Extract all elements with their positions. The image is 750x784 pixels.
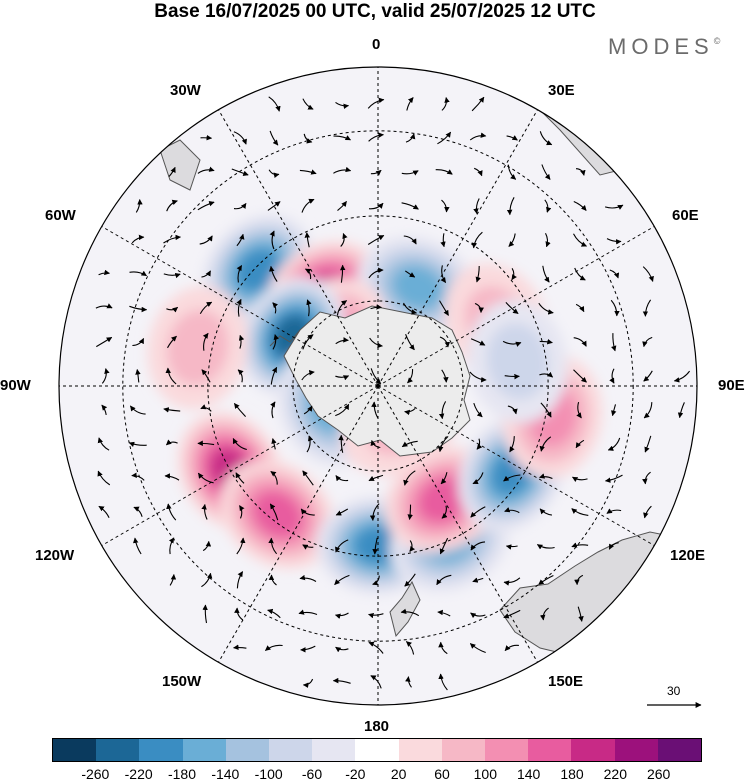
colorbar-tick-label: -220 — [125, 766, 153, 782]
lon-label-150w: 150W — [162, 673, 201, 690]
colorbar-tick-label: -180 — [168, 766, 196, 782]
lon-label-180: 180 — [364, 718, 389, 735]
colorbar-segment — [442, 739, 485, 761]
wind-vector — [506, 546, 517, 547]
lon-label-90e: 90E — [718, 377, 745, 394]
lon-label-120e: 120E — [670, 547, 705, 564]
lon-label-30w: 30W — [170, 82, 201, 99]
colorbar-segment — [183, 739, 226, 761]
colorbar-segment — [269, 739, 312, 761]
lon-label-120w: 120W — [35, 547, 74, 564]
colorbar-segment — [615, 739, 658, 761]
reference-vector-label: 30 — [667, 684, 680, 698]
colorbar-tick-label: -60 — [302, 766, 322, 782]
colorbar-segment — [139, 739, 182, 761]
colorbar-segment — [485, 739, 528, 761]
colorbar-tick-label: 140 — [517, 766, 540, 782]
colorbar-tick-label: -20 — [345, 766, 365, 782]
colorbar-tick-label: 60 — [434, 766, 450, 782]
colorbar-segment — [96, 739, 139, 761]
lon-label-30e: 30E — [548, 82, 575, 99]
wind-vector — [234, 648, 247, 649]
lon-label-0: 0 — [372, 36, 380, 53]
colorbar-tick-label: 260 — [647, 766, 670, 782]
lon-label-150e: 150E — [548, 673, 583, 690]
colorbar — [52, 738, 702, 762]
colorbar-segment — [571, 739, 614, 761]
colorbar-segment — [312, 739, 355, 761]
colorbar-tick-label: 220 — [604, 766, 627, 782]
colorbar-segment — [658, 739, 701, 761]
colorbar-tick-label: -140 — [211, 766, 239, 782]
colorbar-segment — [399, 739, 442, 761]
colorbar-tick-label: -260 — [81, 766, 109, 782]
lon-label-60w: 60W — [45, 207, 76, 224]
colorbar-segment — [226, 739, 269, 761]
colorbar-ticks: -260 -220 -180 -140 -100 -60 -20 20 60 100 140 180 2… — [0, 766, 750, 784]
colorbar-segment — [528, 739, 571, 761]
colorbar-tick-label: -100 — [255, 766, 283, 782]
colorbar-tick-label: 20 — [391, 766, 407, 782]
lon-label-60e: 60E — [672, 207, 699, 224]
colorbar-tick-label: 180 — [560, 766, 583, 782]
lon-label-90w: 90W — [0, 377, 31, 394]
colorbar-segment — [53, 739, 96, 761]
colorbar-tick-label: 100 — [474, 766, 497, 782]
colorbar-segment — [355, 739, 398, 761]
